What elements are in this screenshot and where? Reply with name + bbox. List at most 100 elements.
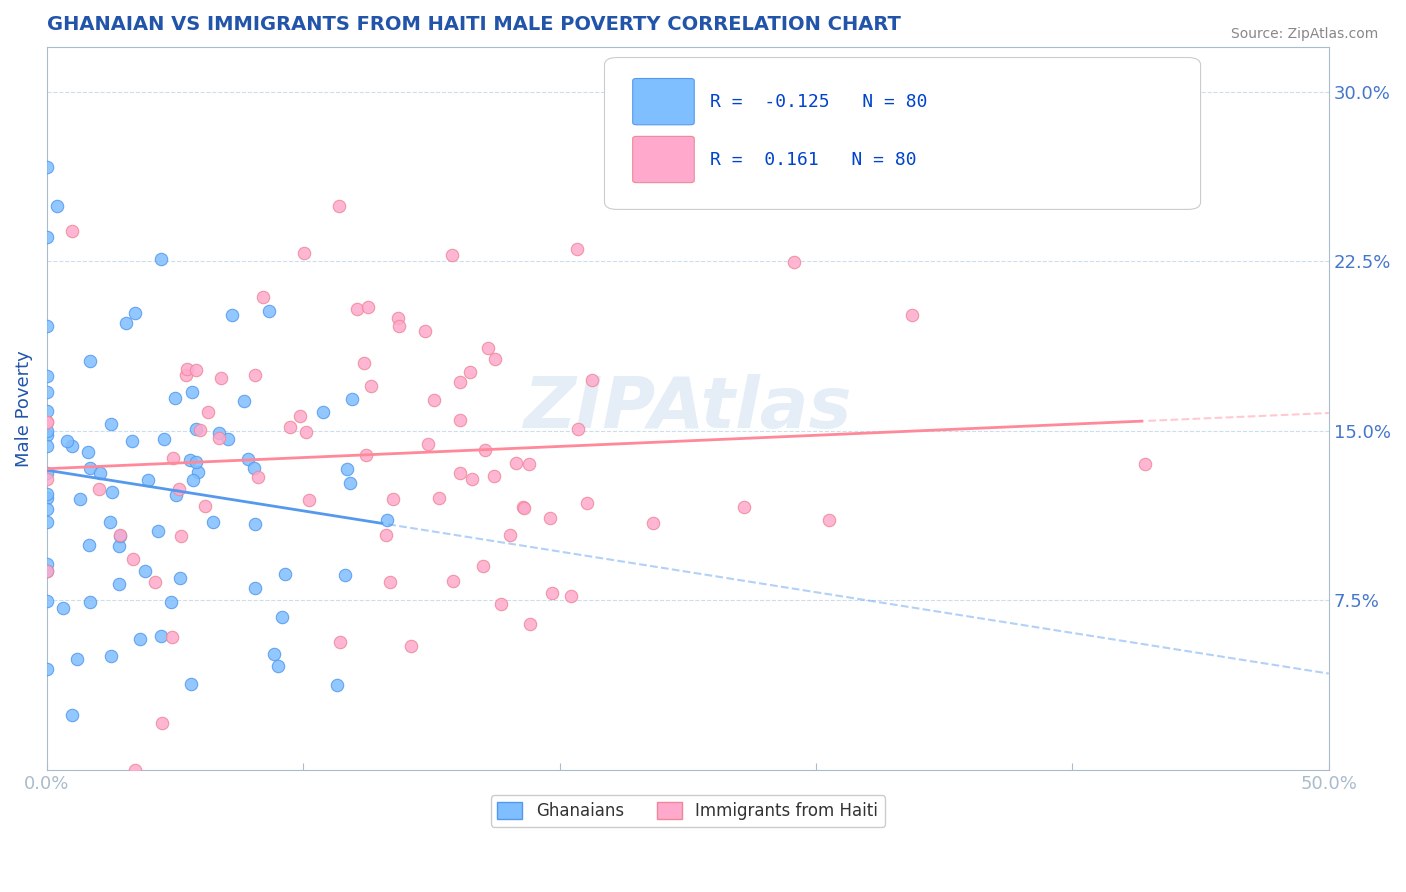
Point (188, 423, 211, 437)
Point (35, 466, 58, 480)
Point (35, 439, 58, 453)
Point (298, 493, 321, 508)
Point (565, 242, 588, 256)
Point (388, 318, 411, 333)
Point (482, 469, 505, 483)
Point (114, 316, 136, 330)
Point (124, 763, 146, 777)
Point (124, 305, 146, 319)
Point (35, 661, 58, 675)
Point (101, 485, 124, 500)
Point (270, 610, 292, 624)
Point (60, 224, 83, 238)
Point (263, 648, 285, 662)
Point (52, 601, 75, 615)
Point (35, 594, 58, 608)
Point (35, 160, 58, 174)
Point (236, 451, 259, 466)
Point (567, 422, 589, 436)
Point (79, 595, 101, 609)
Point (35, 515, 58, 529)
Point (336, 461, 359, 475)
Point (180, 385, 202, 400)
Point (136, 473, 159, 487)
Text: R =  -0.125   N = 80: R = -0.125 N = 80 (710, 93, 927, 111)
Point (217, 432, 239, 446)
Point (89, 466, 111, 480)
Point (519, 457, 541, 471)
Point (202, 515, 225, 529)
Point (79, 461, 101, 475)
Point (401, 639, 423, 653)
Point (87, 482, 110, 496)
Point (360, 379, 382, 393)
Point (328, 199, 350, 213)
Point (290, 409, 312, 423)
Point (329, 634, 352, 648)
Point (35, 472, 58, 486)
Y-axis label: Male Poverty: Male Poverty (15, 350, 32, 467)
Point (208, 425, 231, 440)
Point (513, 500, 536, 515)
Point (35, 564, 58, 578)
Point (257, 303, 280, 318)
Point (169, 571, 191, 585)
Point (108, 528, 131, 542)
Point (489, 597, 512, 611)
Point (312, 405, 335, 419)
Point (387, 310, 409, 325)
FancyBboxPatch shape (633, 78, 695, 125)
Point (146, 524, 169, 538)
Point (449, 376, 471, 390)
Point (221, 308, 243, 322)
Point (77, 539, 100, 553)
Point (100, 648, 122, 663)
Point (35, 318, 58, 333)
Point (184, 363, 207, 377)
Point (35, 385, 58, 400)
Point (267, 659, 290, 673)
Point (66, 652, 89, 666)
Point (233, 394, 256, 409)
Point (60, 707, 83, 722)
Point (162, 451, 184, 466)
Point (208, 431, 231, 445)
Point (184, 455, 207, 469)
Point (538, 511, 561, 525)
Point (160, 631, 183, 645)
Point (242, 461, 264, 475)
Point (356, 448, 378, 462)
Point (292, 246, 315, 260)
Point (477, 341, 499, 355)
Text: GHANAIAN VS IMMIGRANTS FROM HAITI MALE POVERTY CORRELATION CHART: GHANAIAN VS IMMIGRANTS FROM HAITI MALE P… (46, 15, 901, 34)
Point (274, 566, 297, 581)
Point (449, 413, 471, 427)
Point (100, 417, 122, 432)
Point (381, 492, 404, 507)
Point (818, 513, 841, 527)
Point (560, 589, 582, 603)
Point (783, 254, 806, 268)
Point (449, 466, 471, 480)
Point (69, 491, 91, 506)
Point (176, 361, 198, 376)
Point (35, 230, 58, 244)
Point (484, 352, 506, 367)
Point (209, 371, 232, 385)
Legend: Ghanaians, Immigrants from Haiti: Ghanaians, Immigrants from Haiti (491, 796, 884, 827)
Point (35, 502, 58, 516)
Point (340, 392, 363, 406)
Point (35, 415, 58, 429)
Point (77, 445, 100, 459)
Point (499, 527, 522, 541)
Point (471, 559, 494, 574)
Text: Source: ZipAtlas.com: Source: ZipAtlas.com (1230, 27, 1378, 41)
Point (243, 368, 266, 382)
Point (108, 539, 131, 553)
Point (413, 324, 436, 338)
Point (246, 470, 269, 484)
FancyBboxPatch shape (633, 136, 695, 183)
Point (733, 500, 755, 514)
Point (165, 488, 187, 502)
Point (353, 356, 375, 370)
